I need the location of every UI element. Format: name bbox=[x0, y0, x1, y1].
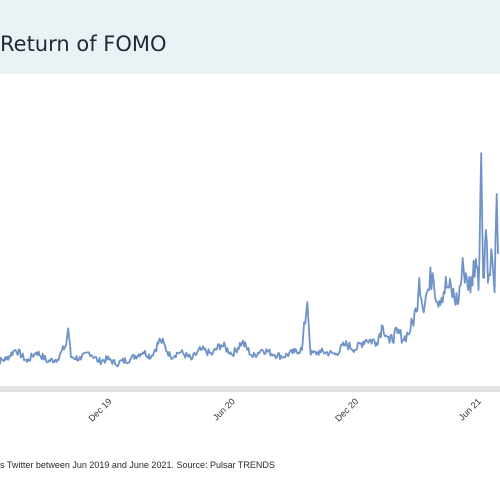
chart-caption: s Twitter between Jun 2019 and June 2021… bbox=[0, 460, 275, 470]
x-axis-ticks: Dec 19 Jun 20 Dec 20 Jun 21 bbox=[86, 396, 482, 423]
x-axis-baseline bbox=[0, 386, 500, 392]
x-tick-label: Dec 19 bbox=[86, 396, 113, 423]
x-tick-label: Jun 21 bbox=[457, 396, 483, 422]
chart-header bbox=[0, 0, 500, 74]
x-tick-label: Jun 20 bbox=[211, 396, 237, 422]
line-chart: Dec 19 Jun 20 Dec 20 Jun 21 bbox=[0, 152, 500, 424]
series-line bbox=[0, 152, 499, 368]
chart-title: Return of FOMO bbox=[0, 32, 167, 56]
x-tick-label: Dec 20 bbox=[333, 396, 360, 423]
